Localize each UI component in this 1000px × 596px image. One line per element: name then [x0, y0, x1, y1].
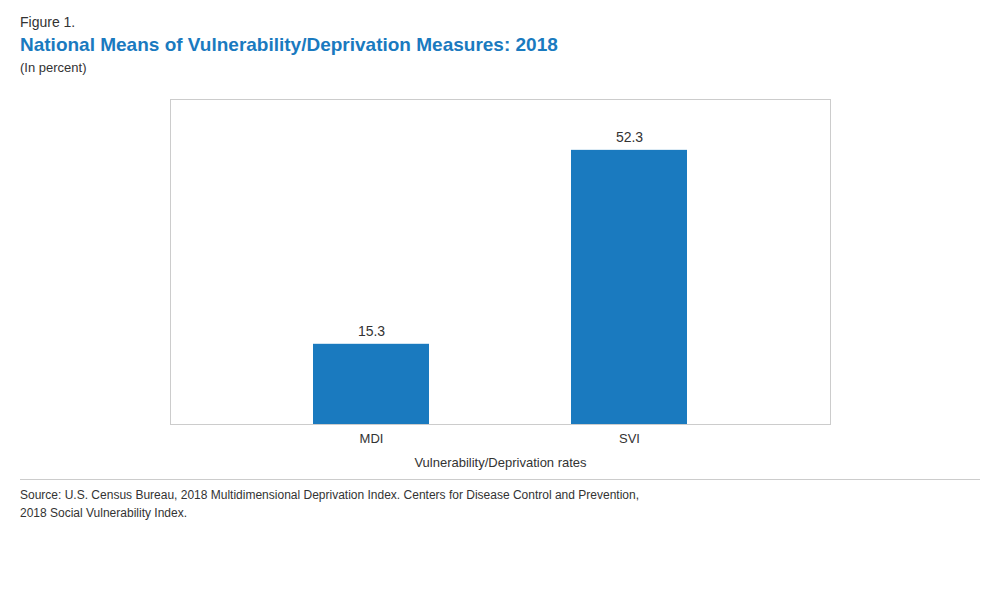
svg-text:Vulnerability/Deprivation rate: Vulnerability/Deprivation rates [414, 455, 587, 470]
html-text:Figure 1.: Figure 1. [20, 14, 76, 30]
svg-text:15.3: 15.3 [358, 323, 385, 339]
svg-text:52.3: 52.3 [616, 129, 643, 145]
svg-text:MDI: MDI [360, 431, 384, 446]
html-text:Source: U.S. Census Bureau, 20: Source: U.S. Census Bureau, 2018 Multidi… [20, 488, 639, 520]
svg-text:SVI: SVI [619, 431, 640, 446]
html-text:National Means of Vulnerabilit: National Means of Vulnerability/Deprivat… [20, 34, 558, 55]
html-text:(In percent): (In percent) [20, 60, 87, 75]
